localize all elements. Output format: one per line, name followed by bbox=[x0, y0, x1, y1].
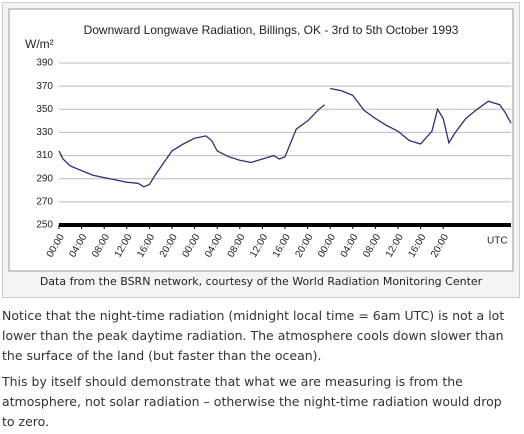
y-tick-label: 310 bbox=[36, 150, 53, 161]
y-tick-label: 290 bbox=[36, 173, 53, 184]
y-axis-label: W/m² bbox=[25, 37, 54, 51]
y-tick-label: 370 bbox=[36, 81, 53, 92]
chart: Downward Longwave Radiation, Billings, O… bbox=[8, 8, 514, 272]
y-tick-label: 390 bbox=[36, 58, 53, 69]
y-tick-label: 250 bbox=[36, 220, 53, 231]
chart-title: Downward Longwave Radiation, Billings, O… bbox=[84, 23, 459, 37]
paragraph: Notice that the night-time radiation (mi… bbox=[2, 308, 505, 363]
caption: Data from the BSRN network, courtesy of … bbox=[39, 275, 483, 288]
y-tick-label: 350 bbox=[36, 104, 53, 115]
x-axis-label: UTC bbox=[487, 236, 508, 247]
y-tick-label: 330 bbox=[36, 127, 53, 138]
data-line bbox=[58, 87, 512, 188]
figure: Downward Longwave Radiation, Billings, O… bbox=[2, 2, 520, 298]
y-tick-label: 270 bbox=[36, 196, 53, 207]
paragraph: This by itself should demonstrate that w… bbox=[2, 374, 502, 429]
chart-frame bbox=[8, 8, 514, 272]
